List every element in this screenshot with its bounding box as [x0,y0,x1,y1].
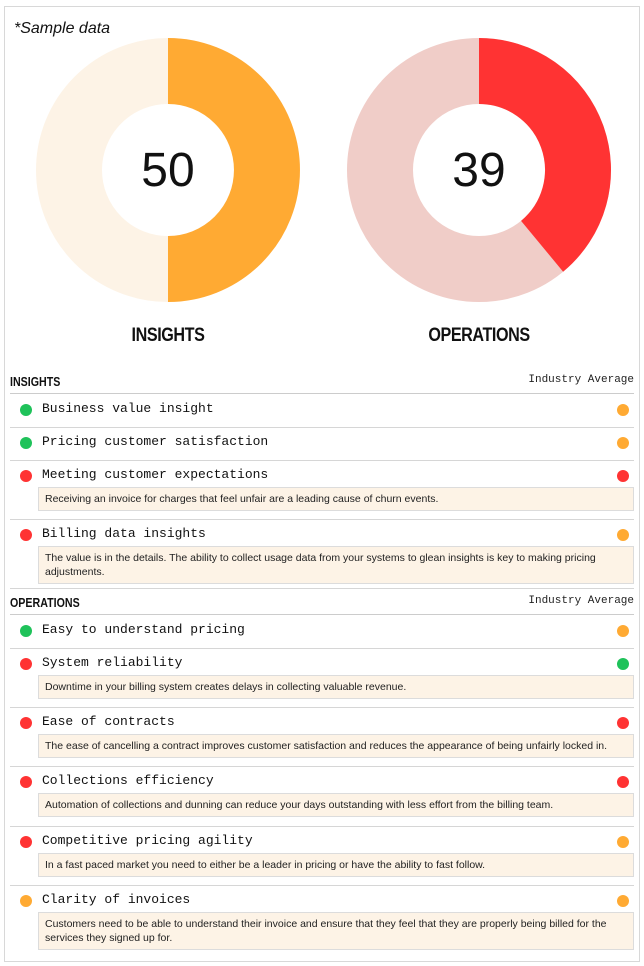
item-note: Customers need to be able to understand … [38,912,634,950]
industry-average-dot [617,470,629,482]
insights-section-header: INSIGHTS Industry Average [10,372,634,394]
industry-average-dot [617,836,629,848]
item-label: Competitive pricing agility [42,833,253,848]
item-label: Meeting customer expectations [42,467,269,482]
list-item[interactable]: Pricing customer satisfaction [10,428,634,461]
industry-average-dot [617,625,629,637]
item-label: Ease of contracts [42,714,175,729]
industry-average-dot [617,717,629,729]
list-item[interactable]: Easy to understand pricing [10,616,634,649]
insights-arc [166,38,300,302]
item-label: System reliability [42,655,183,670]
insights-donut [36,38,300,302]
item-label: Business value insight [42,401,214,416]
operations-gauge-title: OPERATIONS [428,325,530,346]
status-dot [20,658,32,670]
status-dot [20,529,32,541]
status-dot [20,404,32,416]
list-item[interactable]: Clarity of invoices Customers need to be… [10,886,634,954]
status-dot [20,437,32,449]
list-item[interactable]: Ease of contracts The ease of cancelling… [10,708,634,767]
list-item[interactable]: Meeting customer expectations Receiving … [10,461,634,520]
industry-average-dot [617,437,629,449]
operations-score: 39 [452,143,506,197]
industry-average-dot [617,404,629,416]
status-dot [20,776,32,788]
insights-section-title: INSIGHTS [10,374,61,389]
item-label: Easy to understand pricing [42,622,245,637]
list-item[interactable]: Billing data insights The value is in th… [10,520,634,589]
operations-donut [347,38,611,302]
status-dot [20,625,32,637]
insights-score: 50 [141,143,195,197]
status-dot [20,717,32,729]
industry-average-label: Industry Average [528,374,634,386]
insights-gauge-title: INSIGHTS [131,325,205,346]
industry-average-dot [617,895,629,907]
item-note: Receiving an invoice for charges that fe… [38,487,634,511]
industry-average-dot [617,658,629,670]
insights-gauge: 50 [36,38,300,302]
item-note: The value is in the details. The ability… [38,546,634,584]
item-note: The ease of cancelling a contract improv… [38,734,634,758]
industry-average-dot [617,776,629,788]
sample-data-note: *Sample data [14,20,111,37]
status-dot [20,836,32,848]
operations-section-title: OPERATIONS [10,595,80,610]
status-dot [20,470,32,482]
list-item[interactable]: Business value insight [10,395,634,428]
item-label: Pricing customer satisfaction [42,434,269,449]
item-label: Clarity of invoices [42,892,191,907]
item-note: In a fast paced market you need to eithe… [38,853,634,877]
item-label: Collections efficiency [42,773,214,788]
list-item[interactable]: System reliability Downtime in your bill… [10,649,634,708]
item-note: Automation of collections and dunning ca… [38,793,634,817]
industry-average-label: Industry Average [528,595,634,607]
list-item[interactable]: Collections efficiency Automation of col… [10,767,634,827]
operations-arc [477,38,611,272]
list-item[interactable]: Competitive pricing agility In a fast pa… [10,827,634,886]
item-label: Billing data insights [42,526,206,541]
operations-section-header: OPERATIONS Industry Average [10,593,634,615]
industry-average-dot [617,529,629,541]
operations-gauge: 39 [347,38,611,302]
status-dot [20,895,32,907]
item-note: Downtime in your billing system creates … [38,675,634,699]
